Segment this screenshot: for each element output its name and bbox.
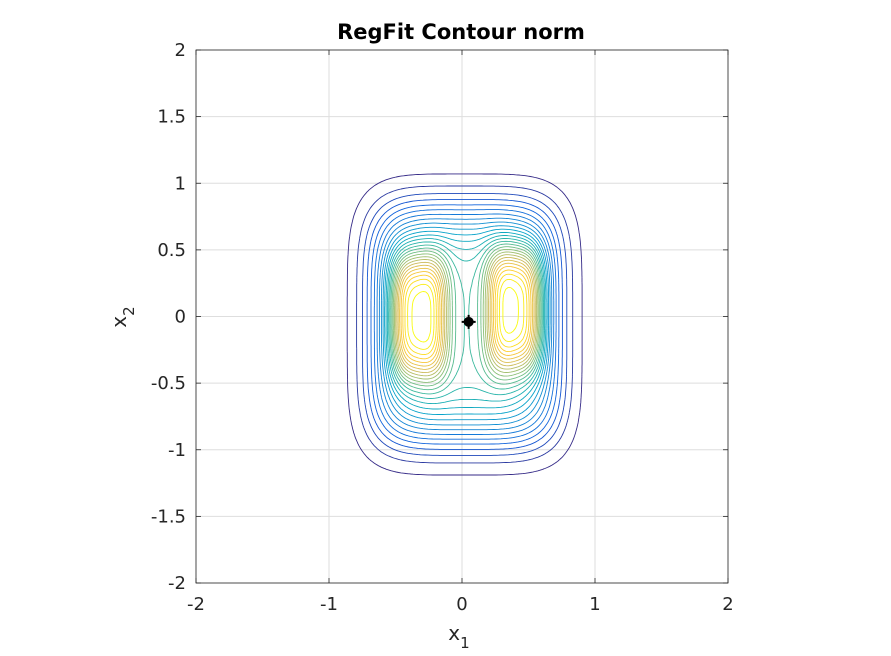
- contour-level: [394, 251, 539, 380]
- contour-level: [384, 228, 548, 415]
- contour-level: [388, 238, 544, 399]
- x-tick-label: -1: [320, 594, 338, 615]
- x-tick-label: -2: [187, 594, 205, 615]
- x-tick-labels: -2 -1 0 1 2: [187, 594, 734, 615]
- contour-level: [382, 225, 550, 421]
- contour-level: [392, 248, 540, 383]
- x-tick-label: 0: [456, 594, 467, 615]
- contour-level: [356, 185, 574, 464]
- contour-level: [399, 262, 534, 367]
- y-tick-label: 2: [175, 40, 186, 61]
- contour-level: [376, 213, 555, 435]
- minimum-marker-cross: [461, 314, 476, 329]
- contour-level: [396, 256, 536, 374]
- contour-level: [386, 235, 546, 405]
- y-tick-label: -1: [168, 440, 186, 461]
- y-tick-label: 1: [175, 173, 186, 194]
- contour-level: [346, 173, 583, 476]
- chart-title: RegFit Contour norm: [337, 20, 585, 44]
- x-tick-label: 2: [722, 594, 733, 615]
- y-tick-label: -2: [168, 573, 186, 594]
- contour-level: [404, 273, 528, 356]
- contour-level: [402, 269, 530, 360]
- contour-level: [380, 221, 551, 426]
- contour-level: [370, 204, 560, 445]
- y-tick-label: 0.5: [157, 240, 186, 261]
- contour-level: [373, 209, 557, 440]
- y-axis-label: x2: [107, 306, 138, 327]
- contour-level: [389, 240, 543, 395]
- ticks: [195, 49, 729, 584]
- y-axis-label-base: x: [107, 316, 131, 328]
- plot-area: [195, 49, 729, 584]
- contour-level: [362, 193, 568, 456]
- contour-level: [397, 259, 535, 370]
- contour-level: [411, 286, 519, 343]
- contour-level: [390, 243, 542, 391]
- y-tick-label: -0.5: [151, 373, 186, 394]
- contour-level: [391, 246, 541, 387]
- y-tick-labels: -2 -1.5 -1 -0.5 0 0.5 1 1.5 2: [151, 40, 186, 594]
- contour-level: [378, 217, 553, 431]
- x-axis-label-sub: 1: [460, 634, 470, 652]
- y-tick-label: -1.5: [151, 506, 186, 527]
- y-tick-label: 1.5: [157, 107, 186, 128]
- contour-level: [385, 231, 547, 410]
- y-axis-label-sub: 2: [120, 306, 138, 316]
- y-tick-label: 0: [175, 307, 186, 328]
- x-axis-label-base: x: [448, 621, 460, 645]
- contour-level: [400, 265, 532, 364]
- contour-level: [407, 278, 525, 350]
- x-axis-label: x1: [448, 621, 469, 652]
- contour-lines: [346, 173, 583, 476]
- x-tick-label: 1: [589, 594, 600, 615]
- marker-layer: [461, 314, 476, 329]
- contour-level: [395, 254, 538, 377]
- contour-level: [366, 199, 563, 450]
